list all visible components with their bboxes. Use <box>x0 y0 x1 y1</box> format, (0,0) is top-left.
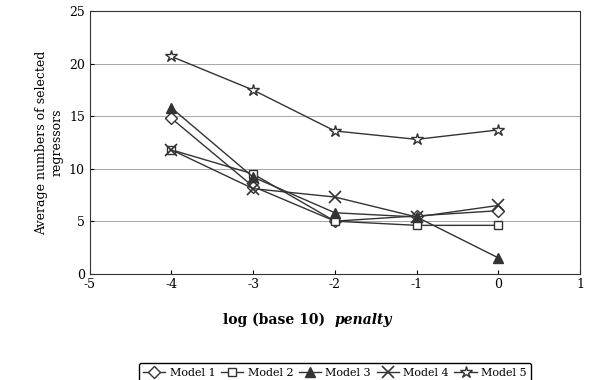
Model 2 <box>413 223 420 228</box>
Line: Model 4: Model 4 <box>166 144 504 223</box>
Model 1 <box>413 214 420 218</box>
Model 5 <box>331 129 338 133</box>
Text: penalty: penalty <box>335 313 392 327</box>
Model 1 <box>331 219 338 223</box>
Model 4 <box>249 186 257 191</box>
Model 1 <box>249 184 257 189</box>
Line: Model 3: Model 3 <box>167 103 503 263</box>
Legend: Model 1, Model 2, Model 3, Model 4, Model 5: Model 1, Model 2, Model 3, Model 4, Mode… <box>139 363 531 380</box>
Model 3 <box>413 215 420 219</box>
Model 2 <box>331 219 338 223</box>
Line: Model 1: Model 1 <box>167 114 502 225</box>
Y-axis label: Average numbers of selected
regressors: Average numbers of selected regressors <box>35 50 63 235</box>
Model 4 <box>495 203 502 208</box>
Model 5 <box>249 88 257 92</box>
Model 1 <box>168 116 175 121</box>
Model 2 <box>495 223 502 228</box>
Text: log (base 10): log (base 10) <box>223 313 335 327</box>
Model 2 <box>249 172 257 176</box>
Model 3 <box>168 106 175 110</box>
Model 5 <box>413 137 420 142</box>
Model 2 <box>168 147 175 152</box>
Model 4 <box>331 195 338 200</box>
Model 1 <box>495 208 502 213</box>
Model 5 <box>168 54 175 59</box>
Model 5 <box>495 128 502 132</box>
Model 3 <box>249 175 257 179</box>
Model 4 <box>168 147 175 152</box>
Model 3 <box>495 256 502 260</box>
Model 4 <box>413 215 420 219</box>
Model 3 <box>331 211 338 215</box>
Line: Model 5: Model 5 <box>165 50 505 146</box>
Line: Model 2: Model 2 <box>167 146 502 230</box>
